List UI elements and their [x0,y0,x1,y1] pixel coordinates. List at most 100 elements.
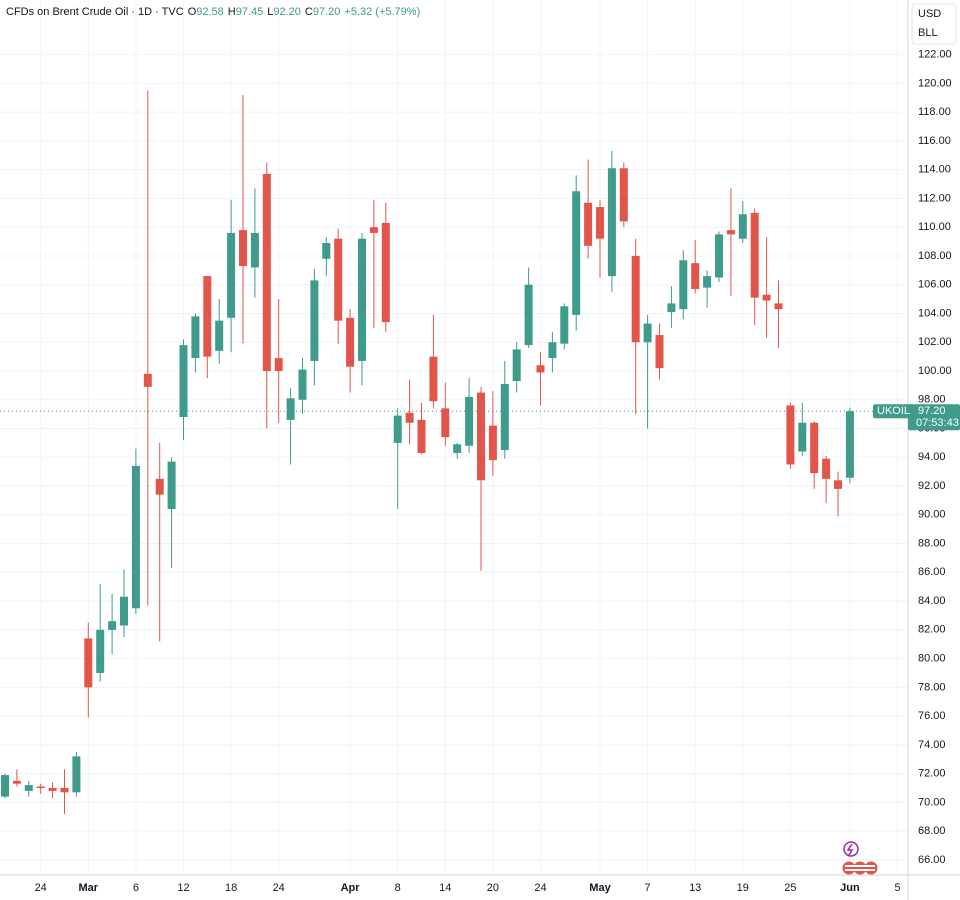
candle-body [667,303,676,313]
candle-body [1,775,9,797]
y-tick-label: 102.00 [918,336,952,348]
candles [1,90,854,814]
candle-body [798,422,807,452]
ohlc-label: L [267,6,274,18]
y-tick-label: 100.00 [918,365,952,377]
x-tick-label: 24 [35,882,47,894]
x-tick-label: Jun [840,882,860,894]
x-tick-label: 6 [133,882,139,894]
y-tick-label: 114.00 [918,164,951,176]
y-tick-label: 78.00 [918,681,946,693]
ohlc-item: H97.45 [228,6,263,18]
candle-body [84,638,93,688]
ohlc-label: H [227,6,236,18]
candle-body [262,173,271,371]
y-tick-label: 72.00 [918,768,946,780]
candle-body [215,320,224,351]
x-tick-label: 13 [689,882,701,894]
y-tick-label: 104.00 [918,307,952,319]
unit-box[interactable] [911,3,957,45]
candle-body [441,408,450,438]
candle-body [524,284,533,346]
y-tick-label: 108.00 [918,250,952,262]
candle-body [167,461,176,510]
candle-body [36,786,45,789]
y-tick-label: 88.00 [918,537,946,549]
candle-body [607,168,616,277]
candle-body [48,788,57,791]
candle-body [417,419,426,453]
candle-body [810,422,819,474]
candle-body [179,345,188,418]
candle-body [560,306,569,344]
candle-body [703,276,712,288]
candle-body [358,238,366,361]
candle-body [381,222,390,323]
candle-body [72,756,81,793]
ohlc-value: 97.20 [312,6,341,18]
y-tick-label: 112.00 [918,192,951,204]
candle-body [834,480,842,489]
candle-body [822,458,831,479]
ohlc-value: 92.20 [273,6,301,18]
x-tick-label: 5 [894,882,900,894]
symbol-tag [873,404,913,419]
candle-body [477,392,485,481]
candle-body [488,425,497,461]
candle-body [453,444,462,453]
candle-body [750,212,759,298]
candle-body [643,323,652,343]
ohlc-item: L92.20 [267,6,301,18]
countdown: 07:53:43 [916,417,959,429]
candle-body [298,369,307,400]
y-tick-label: 116.00 [918,135,951,147]
price-tag [908,404,960,431]
candle-body [512,349,521,382]
y-tick-label: 82.00 [918,624,946,636]
x-tick-label: Apr [341,882,361,894]
x-tick-label: 18 [225,882,237,894]
y-tick-label: 80.00 [918,652,946,664]
candle-body [286,398,295,420]
y-tick-label: 106.00 [918,279,952,291]
y-tick-label: 90.00 [918,509,946,521]
y-tick-label: 92.00 [918,480,946,492]
candle-body [548,342,557,359]
currency[interactable]: USD [918,8,941,20]
y-tick-label: 110.00 [918,221,951,233]
x-tick-label: 19 [737,882,749,894]
candle-body [845,411,854,478]
unit[interactable]: BLL [918,27,938,39]
ohlc-value: 92.58 [196,6,224,18]
x-tick-label: 7 [645,882,651,894]
candle-body [572,191,581,315]
candle-body [143,373,152,387]
ohlc: O92.58 H97.45 L92.20 C97.20 [188,6,341,18]
x-tick-label: Mar [79,882,99,894]
ohlc-value: 97.45 [235,6,264,18]
candle-body [239,230,247,267]
candle-body [596,207,604,239]
candle-body [131,465,140,609]
x-tick-label: 12 [177,882,189,894]
legend-bar: CFDs on Brent Crude Oil · 1D · TVC O92.58… [6,6,420,18]
candle-body [96,629,105,673]
candle-body [584,202,593,246]
candle-body [405,412,414,423]
candle-body [120,596,128,626]
candle-body [12,780,21,784]
x-tick-label: 24 [534,882,546,894]
x-tick-label: 20 [487,882,499,894]
candle-body [738,214,747,239]
bottom-icons [842,841,878,875]
candle-body [369,227,378,233]
ohlc-label: C [304,6,313,18]
candle-body [203,276,212,357]
candle-body [322,243,331,259]
candle-body [500,383,509,451]
candle-body [24,785,33,791]
y-tick-label: 84.00 [918,595,946,607]
candle-body [346,317,355,367]
candle-body [334,238,343,321]
